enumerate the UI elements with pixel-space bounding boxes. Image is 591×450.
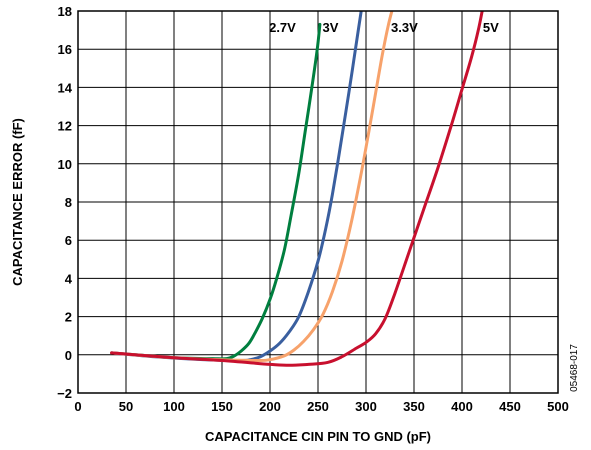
y-tick-label: 12 — [58, 119, 72, 134]
x-tick-label: 400 — [451, 399, 473, 414]
x-tick-label: 450 — [499, 399, 521, 414]
x-tick-label: 50 — [119, 399, 133, 414]
x-tick-label: 0 — [74, 399, 81, 414]
y-axis-label: CAPACITANCE ERROR (fF) — [10, 118, 25, 286]
y-tick-label: 6 — [65, 233, 72, 248]
x-tick-label: 100 — [163, 399, 185, 414]
series-label-2-7v: 2.7V — [269, 20, 296, 35]
plot-frame — [77, 10, 559, 394]
series-line-2-7v — [110, 22, 322, 361]
x-axis-label: CAPACITANCE CIN PIN TO GND (pF) — [205, 429, 431, 444]
x-tick-label: 350 — [403, 399, 425, 414]
series-line-5v — [110, 11, 484, 367]
x-tick-label: 150 — [211, 399, 233, 414]
series-line-3-3v — [110, 11, 394, 363]
series-line-3v — [110, 11, 363, 362]
figure-code-annotation: 05468-017 — [569, 344, 580, 392]
y-tick-label: 8 — [65, 195, 72, 210]
y-tick-label: 0 — [65, 348, 72, 363]
series-label-3v: 3V — [323, 20, 339, 35]
y-tick-label: 2 — [65, 310, 72, 325]
series-curves — [110, 11, 484, 367]
y-tick-label: 16 — [58, 42, 72, 57]
y-tick-label: 4 — [65, 271, 73, 286]
y-tick-label: −2 — [57, 386, 72, 401]
x-tick-label: 500 — [547, 399, 569, 414]
x-tick-label: 250 — [307, 399, 329, 414]
series-label-5v: 5V — [483, 20, 499, 35]
y-tick-label: 18 — [58, 4, 72, 19]
x-tick-label: 200 — [259, 399, 281, 414]
x-tick-labels: 0 50 100 150 200 250 300 350 400 450 500 — [74, 399, 568, 414]
series-labels: 2.7V 3V 3.3V 5V — [269, 20, 499, 35]
series-label-3-3v: 3.3V — [391, 20, 418, 35]
y-tick-label: 14 — [58, 80, 73, 95]
x-tick-label: 300 — [355, 399, 377, 414]
grid-lines — [77, 10, 559, 394]
y-tick-label: 10 — [58, 157, 72, 172]
y-tick-labels: −2 0 2 4 6 8 10 12 14 16 18 — [57, 4, 73, 401]
